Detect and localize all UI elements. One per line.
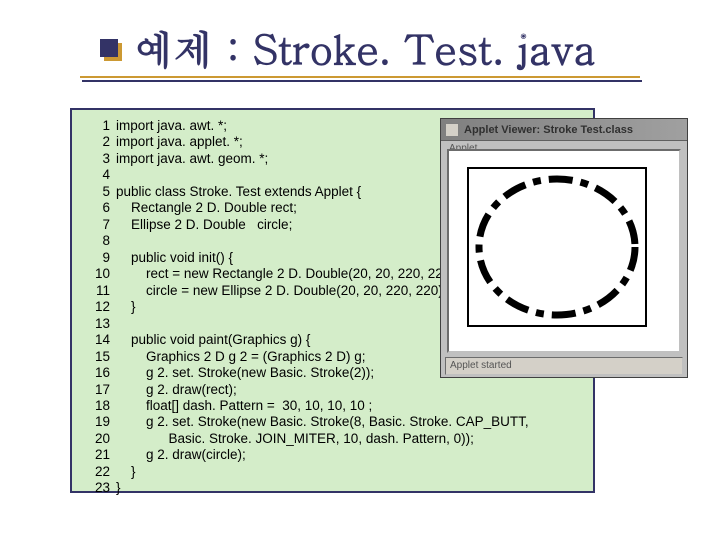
code-line: 21 g 2. draw(circle); — [84, 447, 581, 463]
line-number: 18 — [84, 398, 110, 414]
line-number: 21 — [84, 447, 110, 463]
code-text: public class Stroke. Test extends Applet… — [116, 184, 361, 200]
code-text: } — [116, 480, 121, 496]
applet-canvas — [447, 149, 681, 353]
line-number: 10 — [84, 266, 110, 282]
code-line: 22 } — [84, 464, 581, 480]
line-number: 5 — [84, 184, 110, 200]
applet-status-bar: Applet started — [445, 357, 683, 375]
line-number: 13 — [84, 316, 110, 332]
line-number: 22 — [84, 464, 110, 480]
line-number: 3 — [84, 151, 110, 167]
line-number: 16 — [84, 365, 110, 381]
code-line: 19 g 2. set. Stroke(new Basic. Stroke(8,… — [84, 414, 581, 430]
applet-title: Applet Viewer: Stroke Test.class — [464, 124, 633, 136]
code-line: 18 float[] dash. Pattern = 30, 10, 10, 1… — [84, 398, 581, 414]
page-title: 예제 : Stroke. Test. java — [133, 20, 595, 76]
code-text: g 2. set. Stroke(new Basic. Stroke(8, Ba… — [116, 414, 529, 430]
code-line: 23} — [84, 480, 581, 496]
code-text: } — [116, 464, 136, 480]
code-text: } — [116, 299, 136, 315]
code-text: g 2. set. Stroke(new Basic. Stroke(2)); — [116, 365, 374, 381]
line-number: 2 — [84, 134, 110, 150]
code-text: rect = new Rectangle 2 D. Double(20, 20,… — [116, 266, 450, 282]
line-number: 4 — [84, 167, 110, 183]
code-text: public void init() { — [116, 250, 233, 266]
title-container: 예제 : Stroke. Test. java — [100, 20, 595, 76]
code-line: 17 g 2. draw(rect); — [84, 382, 581, 398]
line-number: 17 — [84, 382, 110, 398]
applet-titlebar: Applet Viewer: Stroke Test.class — [441, 119, 687, 141]
code-text: Graphics 2 D g 2 = (Graphics 2 D) g; — [116, 349, 365, 365]
code-text: g 2. draw(circle); — [116, 447, 246, 463]
code-text: import java. awt. *; — [116, 118, 227, 134]
window-icon — [445, 123, 459, 137]
line-number: 23 — [84, 480, 110, 496]
dashed-circle-shape — [471, 171, 643, 323]
line-number: 19 — [84, 414, 110, 430]
line-number: 9 — [84, 250, 110, 266]
line-number: 14 — [84, 332, 110, 348]
line-number: 15 — [84, 349, 110, 365]
code-text: public void paint(Graphics g) { — [116, 332, 310, 348]
code-text: import java. applet. *; — [116, 134, 243, 150]
title-underline-shadow — [82, 80, 642, 82]
code-text: Ellipse 2 D. Double circle; — [116, 217, 292, 233]
code-text: g 2. draw(rect); — [116, 382, 237, 398]
code-text: float[] dash. Pattern = 30, 10, 10, 10 ; — [116, 398, 372, 414]
line-number: 7 — [84, 217, 110, 233]
code-text: Rectangle 2 D. Double rect; — [116, 200, 297, 216]
title-bullet-icon — [100, 39, 118, 57]
applet-viewer-window: Applet Viewer: Stroke Test.class Applet … — [440, 118, 688, 378]
line-number: 8 — [84, 233, 110, 249]
code-text: circle = new Ellipse 2 D. Double(20, 20,… — [116, 283, 447, 299]
line-number: 11 — [84, 283, 110, 299]
code-line: 20 Basic. Stroke. JOIN_MITER, 10, dash. … — [84, 431, 581, 447]
line-number: 6 — [84, 200, 110, 216]
line-number: 12 — [84, 299, 110, 315]
line-number: 20 — [84, 431, 110, 447]
title-underline — [80, 76, 640, 78]
code-text: import java. awt. geom. *; — [116, 151, 268, 167]
line-number: 1 — [84, 118, 110, 134]
code-text: Basic. Stroke. JOIN_MITER, 10, dash. Pat… — [116, 431, 474, 447]
